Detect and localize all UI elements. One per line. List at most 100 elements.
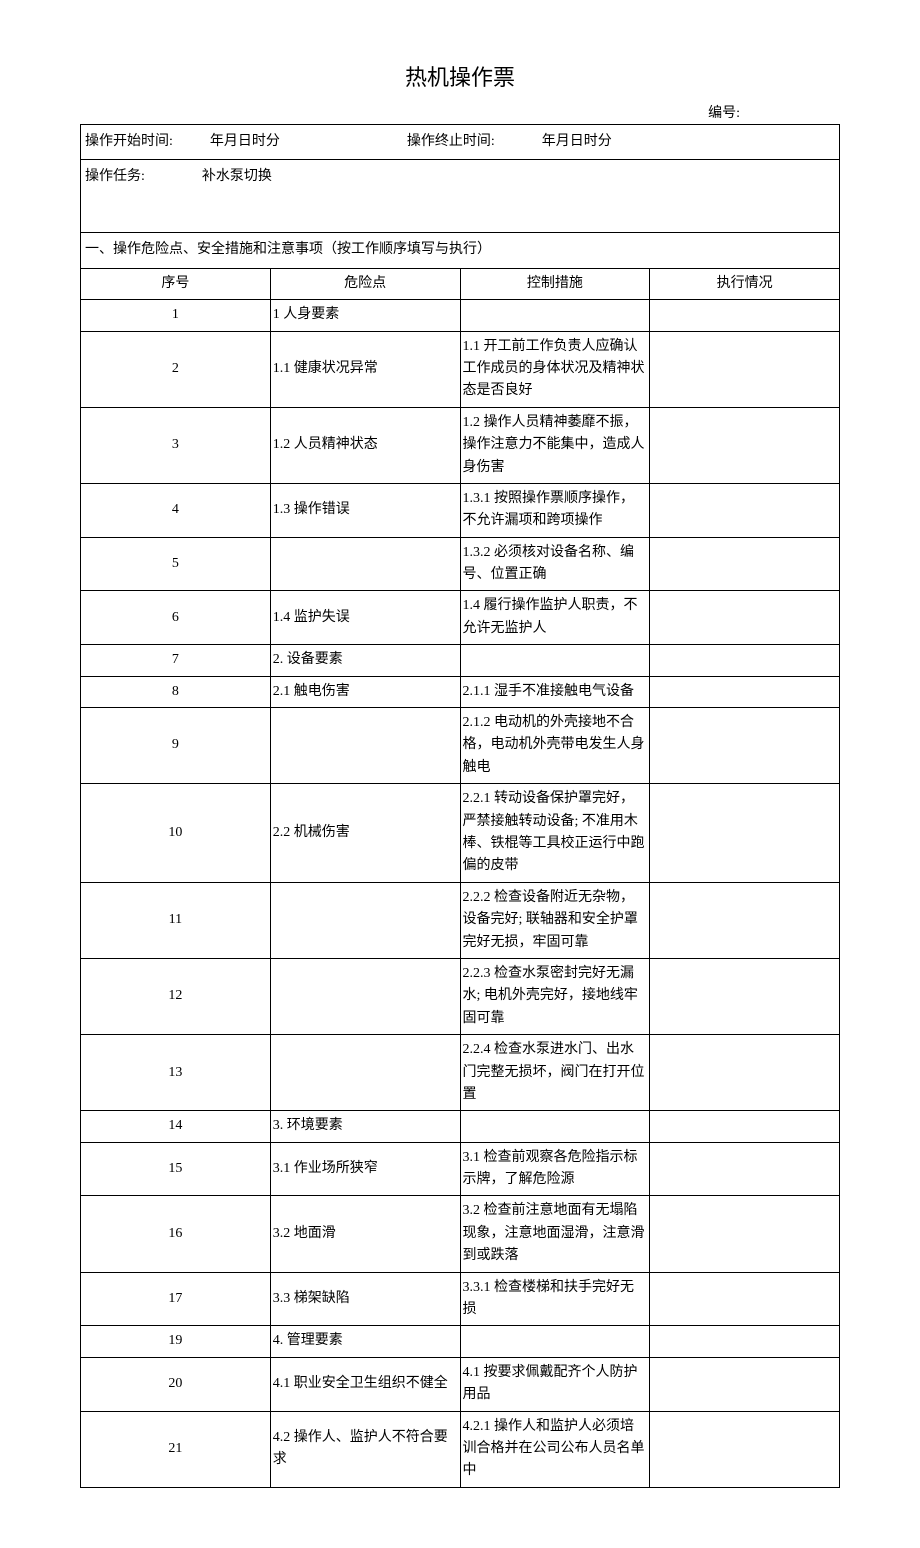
column-exec-header: 执行情况 xyxy=(650,268,840,299)
cell-seq: 12 xyxy=(81,958,271,1034)
column-hazard-header: 危险点 xyxy=(270,268,460,299)
task-label: 操作任务: xyxy=(85,169,145,184)
cell-measure xyxy=(460,645,650,676)
cell-hazard: 4.2 操作人、监护人不符合要求 xyxy=(270,1411,460,1487)
end-time-label: 操作终止时间: xyxy=(407,134,495,149)
table-row: 163.2 地面滑3.2 检查前注意地面有无塌陷现象，注意地面湿滑，注意滑到或跌… xyxy=(81,1196,840,1272)
cell-hazard xyxy=(270,882,460,958)
table-row: 102.2 机械伤害2.2.1 转动设备保护罩完好，严禁接触转动设备; 不准用木… xyxy=(81,784,840,883)
page-title: 热机操作票 xyxy=(80,60,840,92)
cell-measure: 2.1.2 电动机的外壳接地不合格，电动机外壳带电发生人身触电 xyxy=(460,708,650,784)
cell-exec xyxy=(650,708,840,784)
cell-seq: 21 xyxy=(81,1411,271,1487)
cell-hazard: 2. 设备要素 xyxy=(270,645,460,676)
cell-hazard: 3.2 地面滑 xyxy=(270,1196,460,1272)
cell-seq: 5 xyxy=(81,537,271,591)
table-row: 82.1 触电伤害2.1.1 湿手不准接触电气设备 xyxy=(81,676,840,707)
cell-measure: 2.2.3 检查水泵密封完好无漏水; 电机外壳完好，接地线牢固可靠 xyxy=(460,958,650,1034)
table-row: 153.1 作业场所狭窄3.1 检查前观察各危险指示标示牌，了解危险源 xyxy=(81,1142,840,1196)
cell-hazard xyxy=(270,537,460,591)
section-header: 一、操作危险点、安全措施和注意事项（按工作顺序填写与执行） xyxy=(81,233,840,268)
column-header-row: 序号 危险点 控制措施 执行情况 xyxy=(81,268,840,299)
cell-measure: 1.3.2 必须核对设备名称、编号、位置正确 xyxy=(460,537,650,591)
cell-hazard xyxy=(270,1035,460,1111)
cell-seq: 3 xyxy=(81,407,271,483)
cell-measure: 2.1.1 湿手不准接触电气设备 xyxy=(460,676,650,707)
cell-seq: 11 xyxy=(81,882,271,958)
cell-seq: 9 xyxy=(81,708,271,784)
cell-measure xyxy=(460,1111,650,1142)
table-row: 214.2 操作人、监护人不符合要求4.2.1 操作人和监护人必须培训合格并在公… xyxy=(81,1411,840,1487)
cell-measure: 2.2.2 检查设备附近无杂物，设备完好; 联轴器和安全护罩完好无损，牢固可靠 xyxy=(460,882,650,958)
cell-measure: 3.2 检查前注意地面有无塌陷现象，注意地面湿滑，注意滑到或跌落 xyxy=(460,1196,650,1272)
table-row: 41.3 操作错误1.3.1 按照操作票顺序操作，不允许漏项和跨项操作 xyxy=(81,483,840,537)
cell-exec xyxy=(650,784,840,883)
cell-measure: 1.1 开工前工作负责人应确认工作成员的身体状况及精神状态是否良好 xyxy=(460,331,650,407)
cell-hazard: 2.2 机械伤害 xyxy=(270,784,460,883)
cell-exec xyxy=(650,1111,840,1142)
cell-seq: 4 xyxy=(81,483,271,537)
cell-exec xyxy=(650,331,840,407)
cell-hazard: 1.3 操作错误 xyxy=(270,483,460,537)
task-row: 操作任务: 补水泵切换 xyxy=(81,160,840,233)
cell-exec xyxy=(650,1142,840,1196)
cell-hazard: 1.2 人员精神状态 xyxy=(270,407,460,483)
cell-seq: 19 xyxy=(81,1326,271,1357)
table-row: 11 2.2.2 检查设备附近无杂物，设备完好; 联轴器和安全护罩完好无损，牢固可… xyxy=(81,882,840,958)
cell-seq: 2 xyxy=(81,331,271,407)
cell-measure: 4.2.1 操作人和监护人必须培训合格并在公司公布人员名单中 xyxy=(460,1411,650,1487)
cell-measure: 3.3.1 检查楼梯和扶手完好无损 xyxy=(460,1272,650,1326)
cell-measure xyxy=(460,1326,650,1357)
cell-exec xyxy=(650,676,840,707)
table-row: 21.1 健康状况异常1.1 开工前工作负责人应确认工作成员的身体状况及精神状态… xyxy=(81,331,840,407)
cell-seq: 14 xyxy=(81,1111,271,1142)
cell-exec xyxy=(650,407,840,483)
table-row: 72. 设备要素 xyxy=(81,645,840,676)
cell-seq: 6 xyxy=(81,591,271,645)
cell-exec xyxy=(650,591,840,645)
cell-measure: 1.3.1 按照操作票顺序操作，不允许漏项和跨项操作 xyxy=(460,483,650,537)
cell-exec xyxy=(650,537,840,591)
operation-ticket-table: 操作开始时间: 年月日时分 操作终止时间: 年月日时分 操作任务: 补水泵切换 … xyxy=(80,124,840,1488)
cell-seq: 17 xyxy=(81,1272,271,1326)
table-row: 5 1.3.2 必须核对设备名称、编号、位置正确 xyxy=(81,537,840,591)
cell-exec xyxy=(650,882,840,958)
table-row: 9 2.1.2 电动机的外壳接地不合格，电动机外壳带电发生人身触电 xyxy=(81,708,840,784)
cell-hazard: 3. 环境要素 xyxy=(270,1111,460,1142)
cell-hazard: 4.1 职业安全卫生组织不健全 xyxy=(270,1357,460,1411)
column-measure-header: 控制措施 xyxy=(460,268,650,299)
table-row: 61.4 监护失误1.4 履行操作监护人职责，不允许无监护人 xyxy=(81,591,840,645)
cell-exec xyxy=(650,300,840,331)
cell-hazard: 3.1 作业场所狭窄 xyxy=(270,1142,460,1196)
start-time-label: 操作开始时间: xyxy=(85,134,173,149)
cell-seq: 8 xyxy=(81,676,271,707)
cell-measure: 2.2.4 检查水泵进水门、出水门完整无损坏，阀门在打开位置 xyxy=(460,1035,650,1111)
cell-hazard: 3.3 梯架缺陷 xyxy=(270,1272,460,1326)
serial-number-label: 编号: xyxy=(80,102,740,122)
cell-seq: 20 xyxy=(81,1357,271,1411)
cell-exec xyxy=(650,1272,840,1326)
start-time-value: 年月日时分 xyxy=(210,134,280,149)
cell-exec xyxy=(650,645,840,676)
cell-exec xyxy=(650,1196,840,1272)
cell-measure xyxy=(460,300,650,331)
cell-seq: 1 xyxy=(81,300,271,331)
column-seq-header: 序号 xyxy=(81,268,271,299)
cell-exec xyxy=(650,1411,840,1487)
cell-seq: 7 xyxy=(81,645,271,676)
cell-hazard: 1.1 健康状况异常 xyxy=(270,331,460,407)
table-row: 204.1 职业安全卫生组织不健全4.1 按要求佩戴配齐个人防护用品 xyxy=(81,1357,840,1411)
cell-hazard: 4. 管理要素 xyxy=(270,1326,460,1357)
cell-hazard: 2.1 触电伤害 xyxy=(270,676,460,707)
cell-exec xyxy=(650,1035,840,1111)
cell-exec xyxy=(650,1326,840,1357)
cell-seq: 13 xyxy=(81,1035,271,1111)
cell-measure: 4.1 按要求佩戴配齐个人防护用品 xyxy=(460,1357,650,1411)
section-header-row: 一、操作危险点、安全措施和注意事项（按工作顺序填写与执行） xyxy=(81,233,840,268)
table-row: 11 人身要素 xyxy=(81,300,840,331)
cell-measure: 1.2 操作人员精神萎靡不振，操作注意力不能集中，造成人身伤害 xyxy=(460,407,650,483)
table-row: 13 2.2.4 检查水泵进水门、出水门完整无损坏，阀门在打开位置 xyxy=(81,1035,840,1111)
cell-seq: 10 xyxy=(81,784,271,883)
cell-measure: 3.1 检查前观察各危险指示标示牌，了解危险源 xyxy=(460,1142,650,1196)
cell-exec xyxy=(650,1357,840,1411)
